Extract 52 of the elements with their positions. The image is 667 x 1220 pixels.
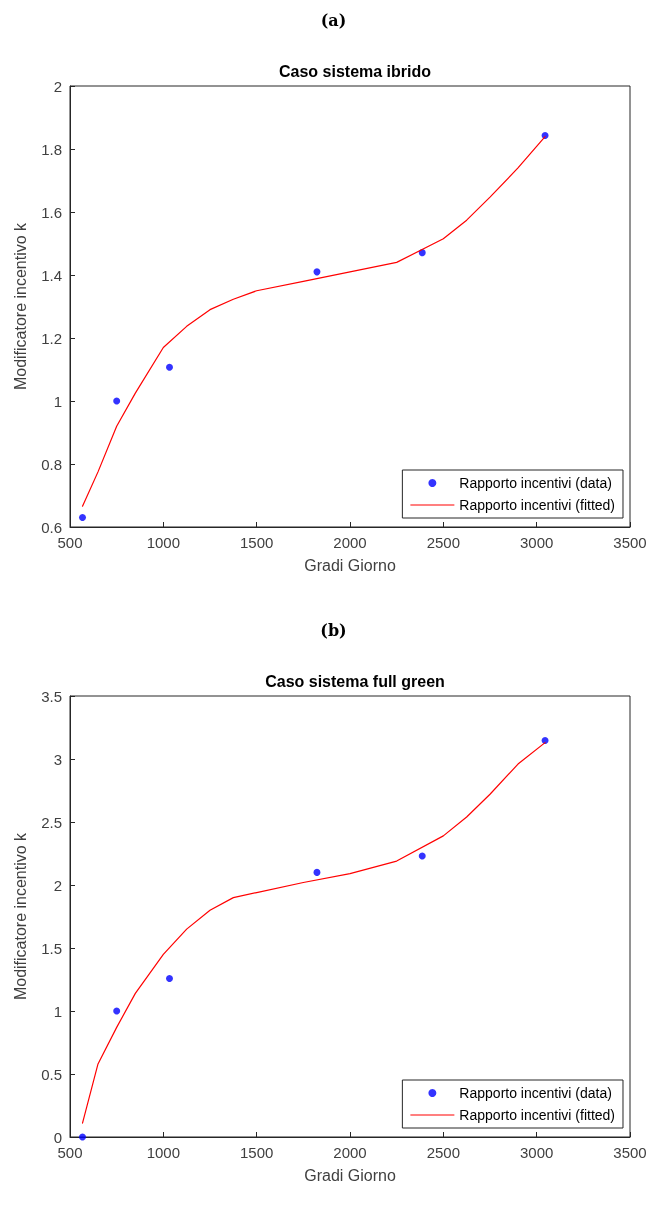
point bbox=[113, 397, 121, 405]
x-tick-label: 3000 bbox=[519, 1144, 554, 1161]
y-tick-label: 0 bbox=[53, 1128, 62, 1146]
legend-label: Rapporto incentivi (fitted) bbox=[459, 1107, 616, 1123]
x-tick-label: 1000 bbox=[146, 1144, 181, 1161]
point bbox=[541, 736, 549, 744]
chart-title: Caso sistema full green bbox=[265, 672, 445, 690]
y-tick-label: 1.2 bbox=[41, 329, 62, 347]
point bbox=[166, 974, 173, 982]
legend-label: Rapporto incentivi (fitted) bbox=[459, 497, 616, 513]
y-tick-label: 1.4 bbox=[41, 266, 62, 284]
x-axis-title: Gradi Giorno bbox=[304, 556, 396, 574]
y-axis-title: Modificatore incentivo k bbox=[11, 221, 29, 391]
legend-label: Rapporto incentivi (data) bbox=[459, 1085, 612, 1101]
x-tick-label: 2500 bbox=[426, 534, 461, 551]
y-tick-label: 1 bbox=[53, 1002, 62, 1020]
chart-title: Caso sistema ibrido bbox=[278, 62, 432, 80]
x-tick-label: 3500 bbox=[613, 1144, 647, 1161]
text: (b) bbox=[320, 620, 347, 640]
x-tick-label: 1500 bbox=[239, 1144, 274, 1161]
x-axis-title: Gradi Giorno bbox=[304, 1166, 396, 1184]
y-tick-label: 2 bbox=[53, 77, 62, 95]
x-tick-label: 1500 bbox=[239, 534, 274, 551]
point bbox=[313, 868, 321, 876]
legend-label: Rapporto incentivi (data) bbox=[459, 475, 612, 491]
y-tick-label: 1.8 bbox=[41, 140, 62, 158]
point bbox=[113, 1007, 121, 1015]
y-tick-label: 1 bbox=[53, 392, 62, 410]
x-tick-label: 500 bbox=[57, 1144, 83, 1161]
point bbox=[418, 852, 426, 860]
x-tick-label: 3500 bbox=[613, 534, 647, 551]
y-tick-label: 1.5 bbox=[41, 939, 62, 957]
x-tick-label: 2000 bbox=[333, 1144, 367, 1161]
point bbox=[313, 268, 321, 276]
x-tick-label: 500 bbox=[57, 534, 83, 551]
y-tick-label: 0.6 bbox=[41, 518, 62, 536]
x-tick-label: 3000 bbox=[519, 534, 554, 551]
y-axis-title: Modificatore incentivo k bbox=[11, 831, 29, 1001]
x-tick-label: 2500 bbox=[426, 1144, 461, 1161]
y-tick-label: 0.5 bbox=[41, 1065, 62, 1083]
y-tick-label: 2.5 bbox=[41, 813, 62, 831]
y-tick-label: 3 bbox=[53, 750, 62, 768]
x-tick-label: 1000 bbox=[146, 534, 181, 551]
y-tick-label: 3.5 bbox=[41, 687, 62, 705]
y-tick-label: 0.8 bbox=[41, 455, 62, 473]
y-tick-label: 2 bbox=[53, 876, 62, 894]
point bbox=[79, 514, 87, 522]
point bbox=[166, 363, 173, 371]
y-tick-label: 1.6 bbox=[41, 203, 62, 221]
text: (a) bbox=[320, 10, 347, 30]
point bbox=[79, 1133, 87, 1141]
x-tick-label: 2000 bbox=[333, 534, 367, 551]
